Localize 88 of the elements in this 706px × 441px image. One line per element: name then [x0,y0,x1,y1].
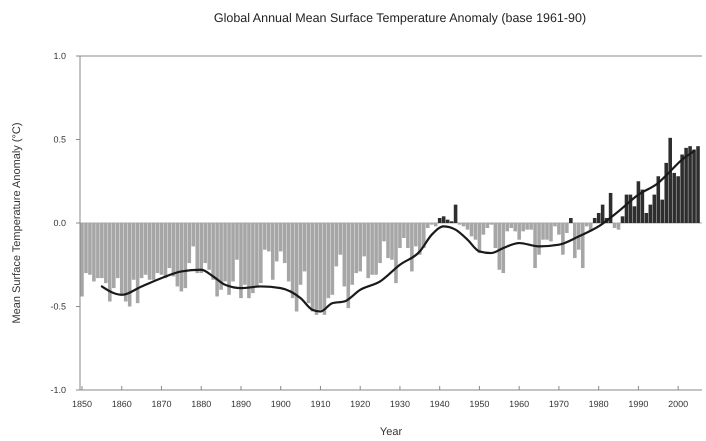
x-axis-title: Year [380,426,402,438]
bar [525,223,529,230]
bar [668,138,672,223]
y-tick-label: -0.5 [50,302,66,312]
x-tick-label: 1860 [112,399,132,409]
bar [692,150,696,223]
bar [454,204,458,223]
line-series [100,150,696,313]
bar [346,223,350,308]
x-tick-label: 1920 [350,399,370,409]
bar [96,223,100,278]
x-tick-label: 1850 [72,399,92,409]
bar [549,223,553,242]
bar [410,223,414,272]
chart-title: Global Annual Mean Surface Temperature Anomaly (base 1961-90) [214,11,586,25]
bar [136,223,140,304]
bar [470,223,474,236]
bar [374,223,378,275]
x-tick-label: 1970 [548,399,569,409]
bar [573,223,577,258]
bar [195,223,200,274]
bar [533,223,537,268]
bar [294,223,298,312]
bar [184,223,188,288]
bar [199,223,204,274]
bar [310,223,314,312]
bar [92,223,96,282]
x-tick-label: 1890 [230,399,251,409]
bar [366,223,370,278]
y-axis-title: Mean Surface Temperature Anomaly (°C) [11,122,23,324]
x-tick-label: 1960 [509,399,530,409]
bar [128,223,132,306]
bar [247,223,251,298]
x-tick-label: 2000 [668,399,688,409]
bar [108,223,112,302]
bar [438,218,442,223]
x-tick-label: 1940 [430,399,450,409]
x-tick-label: 1950 [469,399,490,409]
bar [498,223,502,270]
bar [322,223,326,315]
bar [462,223,466,226]
x-tick-label: 1980 [588,399,609,409]
x-tick-label: 1880 [191,399,212,409]
bar [446,220,450,223]
bar [696,146,700,223]
bar [434,223,438,226]
y-tick-label: 0.0 [53,218,66,228]
bar [684,148,688,223]
bar [517,223,521,240]
bar [569,218,573,223]
bar [152,223,156,280]
bar [215,223,219,296]
bar [370,223,374,275]
y-tick-label: 1.0 [53,51,66,62]
bar [386,223,390,258]
bar [148,223,152,280]
bar [501,223,506,274]
bar [656,176,660,223]
bar [270,223,275,280]
bar [600,204,604,223]
bar [330,223,334,295]
bar [580,223,585,268]
bar [478,223,482,254]
bar [358,223,362,272]
bar [160,223,164,275]
x-tick-label: 1930 [390,399,410,409]
bar [636,181,640,223]
bar [561,223,565,255]
bar [545,223,549,240]
bar [239,223,243,298]
bar [180,223,184,292]
bar [80,223,84,296]
bar [442,216,446,223]
x-tick-label: 1900 [270,399,291,409]
bar [227,223,231,295]
bar [509,223,514,228]
bar [612,223,616,228]
bar [616,223,620,230]
bar [164,223,168,278]
y-tick-label: -1.0 [50,385,66,396]
bar [394,223,398,284]
bar [259,223,263,284]
y-tick-label: 0.5 [53,134,66,145]
x-tick-label: 1990 [628,399,648,409]
x-tick-label: 1910 [310,399,330,409]
bar [688,146,692,223]
x-tick-label: 1870 [151,399,172,409]
bar [314,223,318,315]
